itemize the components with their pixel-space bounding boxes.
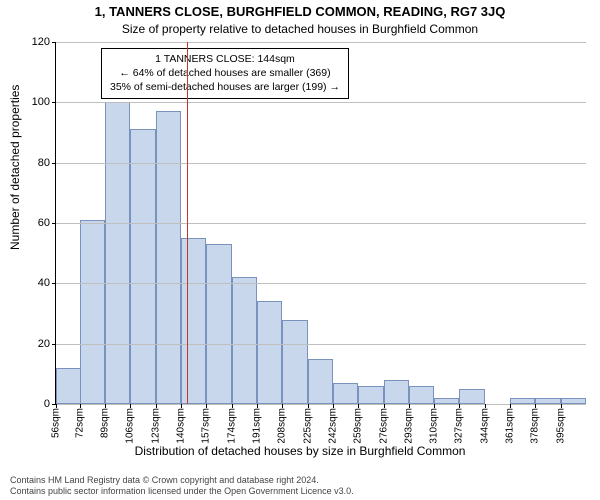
xtick-label: 140sqm <box>176 404 187 444</box>
annotation-line3: 35% of semi-detached houses are larger (… <box>110 80 340 94</box>
xtick-label: 157sqm <box>201 404 212 444</box>
xtick-label: 89sqm <box>100 404 111 438</box>
histogram-bar <box>80 220 105 404</box>
chart-subtitle: Size of property relative to detached ho… <box>0 22 600 36</box>
xtick-label: 72sqm <box>74 404 85 438</box>
histogram-bar <box>384 380 409 404</box>
histogram-bar <box>156 111 181 404</box>
histogram-bar <box>56 368 81 404</box>
gridline <box>56 223 586 224</box>
ytick-label: 40 <box>38 277 56 289</box>
xtick-label: 259sqm <box>353 404 364 444</box>
ytick-label: 60 <box>38 217 56 229</box>
ytick-label: 100 <box>32 96 56 108</box>
gridline <box>56 102 586 103</box>
xtick-label: 191sqm <box>251 404 262 444</box>
xtick-label: 327sqm <box>454 404 465 444</box>
histogram-bar <box>308 359 333 404</box>
xtick-label: 276sqm <box>378 404 389 444</box>
xtick-label: 56sqm <box>51 404 62 438</box>
xtick-label: 123sqm <box>150 404 161 444</box>
ytick-label: 20 <box>38 338 56 350</box>
histogram-bar <box>181 238 206 404</box>
reference-annotation: 1 TANNERS CLOSE: 144sqm ← 64% of detache… <box>101 48 349 99</box>
xtick-label: 361sqm <box>505 404 516 444</box>
xtick-label: 242sqm <box>327 404 338 444</box>
histogram-bar <box>358 386 383 404</box>
reference-line <box>187 42 188 404</box>
x-axis-label: Distribution of detached houses by size … <box>0 444 600 458</box>
histogram-bar <box>459 389 484 404</box>
xtick-label: 106sqm <box>125 404 136 444</box>
histogram-bar <box>409 386 434 404</box>
footer-line1: Contains HM Land Registry data © Crown c… <box>10 475 600 486</box>
xtick-label: 395sqm <box>555 404 566 444</box>
histogram-bar <box>206 244 231 404</box>
gridline <box>56 344 586 345</box>
histogram-bar <box>333 383 358 404</box>
histogram-bar <box>282 320 307 404</box>
histogram-bar <box>105 102 130 404</box>
ytick-label: 120 <box>32 36 56 48</box>
xtick-label: 293sqm <box>403 404 414 444</box>
ytick-label: 80 <box>38 157 56 169</box>
footer-line2: Contains public sector information licen… <box>10 486 600 497</box>
histogram-bar <box>232 277 257 404</box>
annotation-line1: 1 TANNERS CLOSE: 144sqm <box>110 52 340 66</box>
xtick-label: 344sqm <box>479 404 490 444</box>
gridline <box>56 163 586 164</box>
plot-area: 1 TANNERS CLOSE: 144sqm ← 64% of detache… <box>55 42 586 405</box>
xtick-label: 225sqm <box>302 404 313 444</box>
footer-attribution: Contains HM Land Registry data © Crown c… <box>0 475 600 498</box>
xtick-label: 174sqm <box>226 404 237 444</box>
y-axis-label: Number of detached properties <box>8 85 22 250</box>
xtick-label: 208sqm <box>277 404 288 444</box>
chart-title: 1, TANNERS CLOSE, BURGHFIELD COMMON, REA… <box>0 4 600 19</box>
xtick-label: 378sqm <box>530 404 541 444</box>
xtick-label: 310sqm <box>429 404 440 444</box>
histogram-bar <box>257 301 282 404</box>
annotation-line2: ← 64% of detached houses are smaller (36… <box>110 66 340 80</box>
gridline <box>56 42 586 43</box>
gridline <box>56 283 586 284</box>
histogram-bar <box>130 129 155 404</box>
